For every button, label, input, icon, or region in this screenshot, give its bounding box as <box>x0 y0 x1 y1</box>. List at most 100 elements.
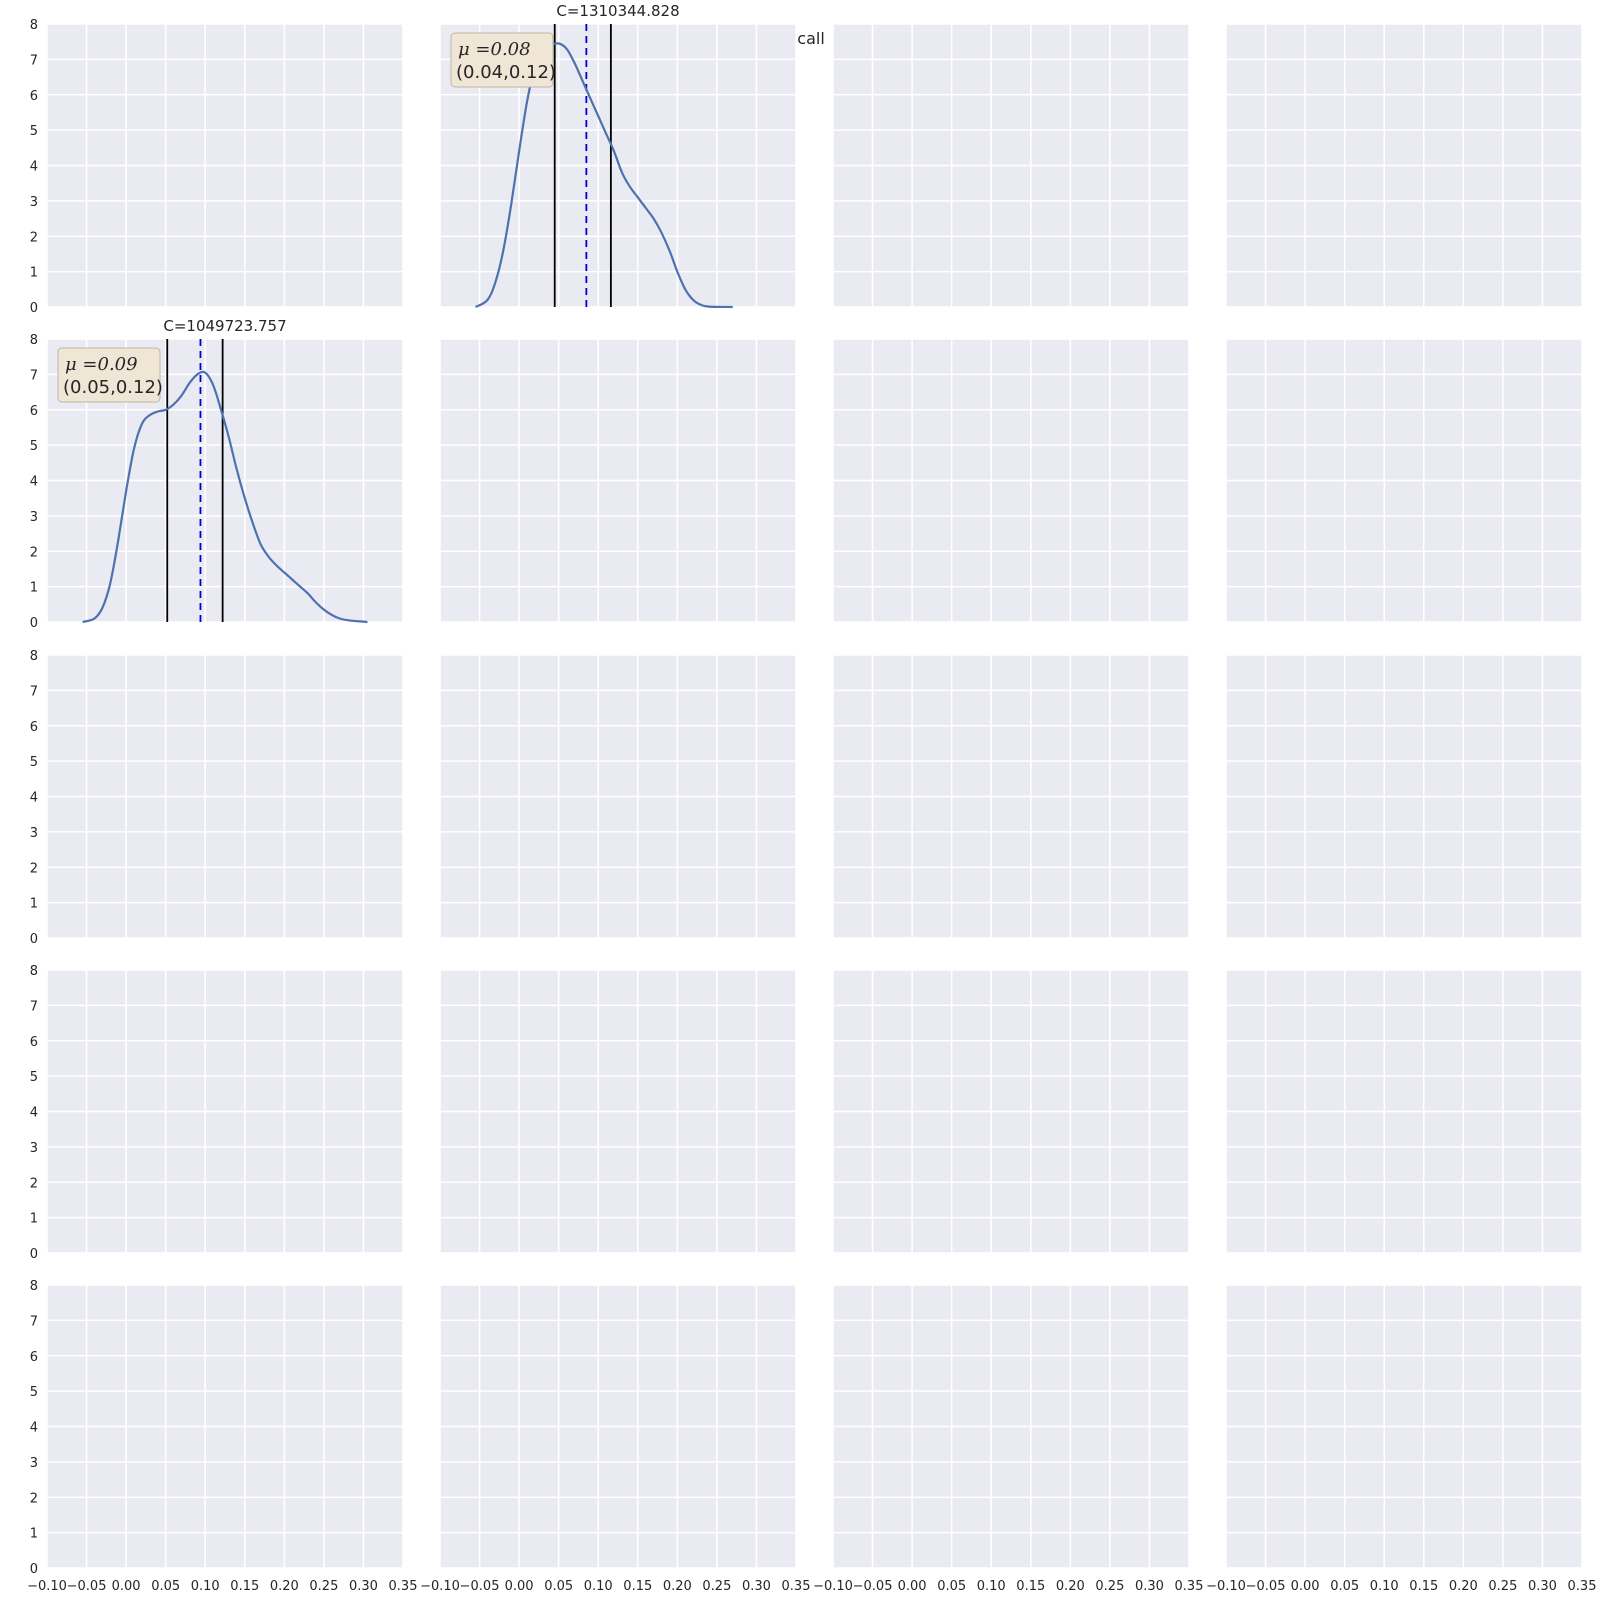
subplot-r0-c0: 0 1 2 3 4 5 6 7 8 <box>30 18 404 316</box>
y-tick-label: 8 <box>30 333 38 348</box>
x-tick-label: 0.20 <box>1449 1579 1478 1594</box>
x-tick-label: 0.25 <box>1095 1579 1124 1594</box>
y-tick-label: 1 <box>30 1527 38 1542</box>
ci-label: (0.04,0.12) <box>456 62 556 83</box>
subplot-r1-c1 <box>439 338 797 623</box>
y-tick-label: 5 <box>30 439 38 454</box>
x-tick-label: 0.00 <box>898 1579 927 1594</box>
y-tick-label: 2 <box>30 861 38 876</box>
y-tick-label: 2 <box>30 230 38 245</box>
subplot-r3-c1 <box>439 969 797 1254</box>
y-tick-label: 3 <box>30 1141 38 1156</box>
x-tick-label: 0.35 <box>1568 1579 1597 1594</box>
y-tick-label: 0 <box>30 301 38 316</box>
y-tick-label: 3 <box>30 195 38 210</box>
kde-curve <box>475 42 733 309</box>
x-tick-label: −0.05 <box>1246 1579 1286 1594</box>
y-tick-label: 2 <box>30 1491 38 1506</box>
y-tick-label: 4 <box>30 160 38 175</box>
y-tick-label: 6 <box>30 1350 38 1365</box>
y-tick-label: 6 <box>30 1035 38 1050</box>
subplot-r2-c2 <box>832 654 1190 939</box>
x-tick-label: 0.15 <box>230 1579 259 1594</box>
y-tick-label: 5 <box>30 1070 38 1085</box>
y-tick-label: 5 <box>30 755 38 770</box>
subplot-r4-c1: −0.10 −0.05 0.00 0.05 0.10 0.15 0.20 0.25 0.30 0.… <box>420 1284 811 1594</box>
subplot-r0-c3 <box>1225 23 1583 308</box>
x-tick-label: 0.20 <box>1056 1579 1085 1594</box>
subplot-r3-c2 <box>832 969 1190 1254</box>
y-tick-label: 6 <box>30 720 38 735</box>
y-tick-label: 5 <box>30 124 38 139</box>
y-tick-label: 1 <box>30 897 38 912</box>
ci-label: (0.05,0.12) <box>63 377 163 398</box>
y-tick-label: 4 <box>30 791 38 806</box>
x-tick-label: 0.30 <box>742 1579 771 1594</box>
x-tick-label: 0.30 <box>1528 1579 1557 1594</box>
subplot-r4-c0: 0 1 2 3 4 5 6 7 8 −0.10 −0.05 0.00 0.05 0.10 0.15 0.20 0… <box>27 1279 417 1594</box>
subplot-r3-c0: 0 1 2 3 4 5 6 7 8 <box>30 964 404 1262</box>
kde-panel: C=1310344.828 μ =0.08(0.04,0.12) <box>450 2 733 309</box>
kde-panel: C=1049723.757 μ =0.09(0.05,0.12) <box>57 317 368 624</box>
subplot-r1-c3 <box>1225 338 1583 623</box>
y-tick-label: 0 <box>30 1562 38 1577</box>
x-tick-label: 0.10 <box>1370 1579 1399 1594</box>
x-tick-label: −0.10 <box>27 1579 67 1594</box>
subplot-r4-c3: −0.10 −0.05 0.00 0.05 0.10 0.15 0.20 0.25 0.30 0.… <box>1206 1284 1597 1594</box>
y-tick-label: 7 <box>30 999 38 1014</box>
x-tick-label: 0.10 <box>191 1579 220 1594</box>
y-tick-label: 4 <box>30 475 38 490</box>
x-tick-label: 0.10 <box>977 1579 1006 1594</box>
y-tick-label: 7 <box>30 1314 38 1329</box>
x-tick-label: 0.25 <box>1488 1579 1517 1594</box>
y-tick-label: 4 <box>30 1106 38 1121</box>
subplot-r4-c2: −0.10 −0.05 0.00 0.05 0.10 0.15 0.20 0.25 0.30 0.… <box>813 1284 1204 1594</box>
x-tick-label: 0.05 <box>1330 1579 1359 1594</box>
y-tick-label: 0 <box>30 1247 38 1262</box>
y-tick-label: 7 <box>30 53 38 68</box>
subplot-r2-c1 <box>439 654 797 939</box>
x-tick-label: 0.20 <box>270 1579 299 1594</box>
x-tick-label: 0.35 <box>1175 1579 1204 1594</box>
y-tick-label: 3 <box>30 1456 38 1471</box>
panel-title: C=1049723.757 <box>163 317 286 335</box>
y-tick-label: 0 <box>30 932 38 947</box>
y-tick-label: 4 <box>30 1421 38 1436</box>
x-tick-label: 0.00 <box>112 1579 141 1594</box>
stats-box <box>57 347 161 403</box>
y-tick-label: 8 <box>30 18 38 33</box>
y-tick-label: 6 <box>30 404 38 419</box>
x-tick-label: −0.10 <box>813 1579 853 1594</box>
x-tick-label: 0.25 <box>702 1579 731 1594</box>
x-tick-label: 0.25 <box>309 1579 338 1594</box>
x-tick-label: 0.35 <box>782 1579 811 1594</box>
subplot-r1-c2 <box>832 338 1190 623</box>
x-tick-label: 0.05 <box>544 1579 573 1594</box>
x-tick-label: 0.20 <box>663 1579 692 1594</box>
x-tick-label: 0.15 <box>1016 1579 1045 1594</box>
x-tick-label: 0.15 <box>623 1579 652 1594</box>
x-tick-label: 0.35 <box>389 1579 418 1594</box>
x-tick-label: 0.05 <box>151 1579 180 1594</box>
x-tick-label: −0.10 <box>420 1579 460 1594</box>
x-tick-label: 0.10 <box>584 1579 613 1594</box>
y-tick-label: 0 <box>30 616 38 631</box>
y-tick-label: 3 <box>30 510 38 525</box>
x-tick-label: −0.10 <box>1206 1579 1246 1594</box>
x-tick-label: 0.15 <box>1409 1579 1438 1594</box>
stats-box <box>450 32 554 88</box>
y-tick-label: 2 <box>30 1176 38 1191</box>
subplot-r2-c0: 0 1 2 3 4 5 6 7 8 <box>30 649 404 947</box>
x-tick-label: 0.30 <box>349 1579 378 1594</box>
x-tick-label: 0.00 <box>1291 1579 1320 1594</box>
y-tick-label: 7 <box>30 684 38 699</box>
y-tick-label: 2 <box>30 545 38 560</box>
subplot-r2-c3 <box>1225 654 1583 939</box>
subplot-r3-c3 <box>1225 969 1583 1254</box>
y-tick-label: 6 <box>30 89 38 104</box>
x-tick-label: −0.05 <box>460 1579 500 1594</box>
y-tick-label: 5 <box>30 1385 38 1400</box>
y-tick-label: 8 <box>30 1279 38 1294</box>
x-tick-label: −0.05 <box>67 1579 107 1594</box>
